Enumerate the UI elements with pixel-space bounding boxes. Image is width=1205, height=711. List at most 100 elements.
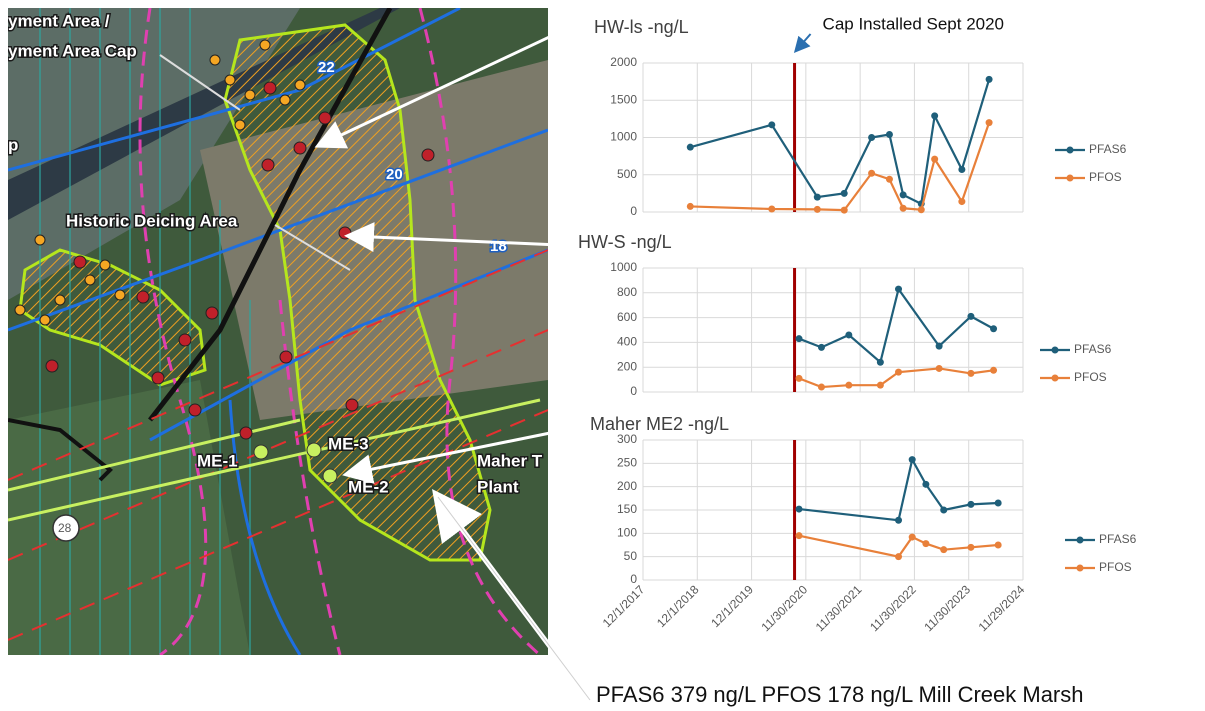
data-point xyxy=(936,343,943,350)
data-point xyxy=(895,286,902,293)
map-label: Historic Deicing Area xyxy=(66,211,238,230)
y-tick-label: 0 xyxy=(630,384,637,398)
legend-label: PFOS xyxy=(1074,370,1107,384)
data-point xyxy=(687,144,694,151)
map-label: ME-2 xyxy=(348,477,389,496)
legend-label: PFOS xyxy=(1089,170,1122,184)
data-point xyxy=(990,325,997,332)
y-tick-label: 2000 xyxy=(610,55,637,69)
y-tick-label: 200 xyxy=(617,479,637,493)
legend-marker xyxy=(1067,147,1074,154)
map-label: 22 xyxy=(318,59,335,76)
annotation-arrow xyxy=(797,34,811,50)
map-label: 28 xyxy=(58,521,72,535)
map-label: ME-3 xyxy=(328,434,369,453)
data-point xyxy=(909,534,916,541)
legend-marker xyxy=(1052,347,1059,354)
data-point xyxy=(931,156,938,163)
y-tick-label: 1500 xyxy=(610,92,637,106)
data-point xyxy=(687,203,694,210)
chart-title: HW-ls -ng/L xyxy=(594,17,689,37)
data-point xyxy=(796,506,803,513)
data-point xyxy=(940,507,947,514)
legend-marker xyxy=(1077,565,1084,572)
series-line xyxy=(690,79,989,203)
map-label: Maher T xyxy=(477,451,543,470)
data-point xyxy=(958,166,965,173)
chart: HW-ls -ng/L 0 500 1000 1500 2000 Cap Installed… xyxy=(594,14,1127,218)
data-point xyxy=(841,190,848,197)
data-point xyxy=(918,206,925,213)
data-point xyxy=(845,331,852,338)
data-point xyxy=(868,134,875,141)
legend-marker xyxy=(1067,175,1074,182)
y-tick-label: 600 xyxy=(617,310,637,324)
data-point xyxy=(895,369,902,376)
map-label: ME-1 xyxy=(197,451,238,470)
data-point xyxy=(877,382,884,389)
map-label: 20 xyxy=(386,166,403,183)
data-point xyxy=(922,540,929,547)
data-point xyxy=(900,191,907,198)
legend-marker xyxy=(1052,375,1059,382)
data-point xyxy=(841,207,848,214)
data-point xyxy=(900,205,907,212)
y-tick-label: 1000 xyxy=(610,130,637,144)
data-point xyxy=(768,121,775,128)
map-label: p xyxy=(8,135,18,154)
y-tick-label: 50 xyxy=(624,549,638,563)
chart: Maher ME2 -ng/L05010015020025030012/1/20… xyxy=(590,414,1137,634)
data-point xyxy=(895,553,902,560)
data-point xyxy=(995,500,1002,507)
data-point xyxy=(886,176,893,183)
data-point xyxy=(845,382,852,389)
x-tick-label: 12/1/2017 xyxy=(600,582,648,630)
data-point xyxy=(986,76,993,83)
annotation: Cap Installed Sept 2020 xyxy=(823,14,1004,33)
map-label: Plant xyxy=(477,477,519,496)
data-point xyxy=(909,456,916,463)
x-tick-label: 11/30/2020 xyxy=(758,582,810,634)
data-point xyxy=(931,112,938,119)
data-point xyxy=(895,517,902,524)
data-point xyxy=(818,384,825,391)
footer-note: PFAS6 379 ng/L PFOS 178 ng/L Mill Creek … xyxy=(596,682,1084,707)
legend-label: PFOS xyxy=(1099,560,1132,574)
y-tick-label: 0 xyxy=(630,204,637,218)
y-tick-label: 300 xyxy=(617,432,637,446)
page: yment Area / yment Area Cap p Historic Deic… xyxy=(0,0,1205,711)
series-line xyxy=(799,289,994,362)
x-tick-label: 12/1/2019 xyxy=(708,582,756,630)
data-point xyxy=(796,532,803,539)
data-point xyxy=(967,313,974,320)
y-tick-label: 200 xyxy=(617,359,637,373)
map-label: 18 xyxy=(490,238,507,255)
x-tick-label: 11/30/2023 xyxy=(921,582,973,634)
data-point xyxy=(877,359,884,366)
x-tick-label: 11/30/2022 xyxy=(867,582,919,634)
data-point xyxy=(986,119,993,126)
data-point xyxy=(922,481,929,488)
y-tick-label: 500 xyxy=(617,167,637,181)
data-point xyxy=(990,367,997,374)
map-label: yment Area / xyxy=(8,11,110,30)
map: yment Area / yment Area Cap p Historic Deic… xyxy=(8,8,560,655)
y-tick-label: 100 xyxy=(617,526,637,540)
y-tick-label: 250 xyxy=(617,456,637,470)
data-point xyxy=(814,206,821,213)
chart-title: HW-S -ng/L xyxy=(578,232,672,252)
data-point xyxy=(967,501,974,508)
data-point xyxy=(814,194,821,201)
map-label: yment Area Cap xyxy=(8,41,137,60)
data-point xyxy=(958,198,965,205)
x-tick-label: 11/29/2024 xyxy=(976,582,1028,634)
data-point xyxy=(936,365,943,372)
legend-label: PFAS6 xyxy=(1099,532,1137,546)
data-point xyxy=(967,544,974,551)
data-point xyxy=(967,370,974,377)
legend-label: PFAS6 xyxy=(1074,342,1112,356)
data-point xyxy=(868,170,875,177)
data-point xyxy=(995,542,1002,549)
x-tick-label: 11/30/2021 xyxy=(813,582,865,634)
